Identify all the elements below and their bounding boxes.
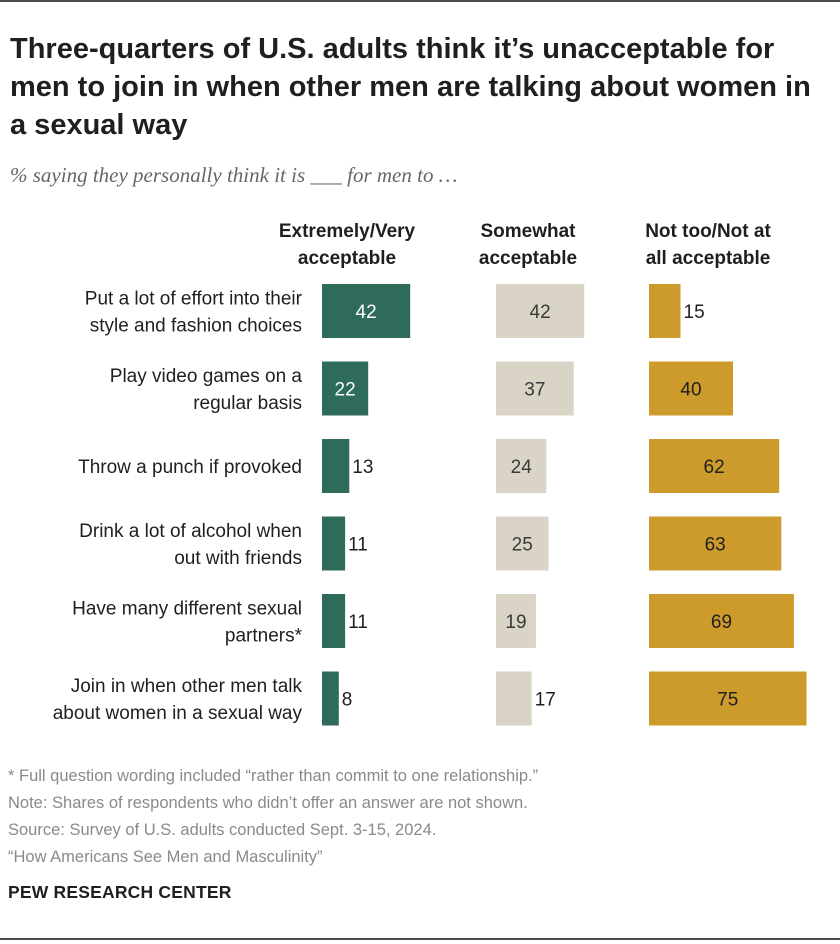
bar bbox=[322, 671, 339, 726]
bar bbox=[496, 284, 585, 338]
data-label: 42 bbox=[530, 302, 551, 323]
column-header: Not too/Not at bbox=[645, 221, 771, 242]
data-label: 75 bbox=[717, 690, 738, 711]
bar bbox=[496, 594, 536, 648]
pew-logo-text: PEW RESEARCH CENTER bbox=[8, 882, 232, 902]
data-label: 69 bbox=[711, 612, 732, 633]
data-label: 37 bbox=[524, 380, 545, 401]
category-label: style and fashion choices bbox=[90, 316, 302, 337]
footnote-asterisk: * Full question wording included “rather… bbox=[8, 767, 539, 785]
bar bbox=[322, 284, 411, 338]
bar bbox=[496, 439, 547, 493]
bar bbox=[649, 439, 780, 493]
data-label: 8 bbox=[342, 690, 353, 711]
category-label: Have many different sexual bbox=[72, 599, 302, 620]
bar bbox=[322, 439, 350, 493]
footnotes: * Full question wording included “rather… bbox=[8, 763, 828, 871]
chart-subtitle: % saying they personally think it is ___… bbox=[10, 163, 458, 187]
data-label: 11 bbox=[348, 612, 368, 633]
chart-title: Three-quarters of U.S. adults think it’s… bbox=[10, 33, 811, 141]
category-label: about women in a sexual way bbox=[53, 703, 303, 724]
bar bbox=[322, 516, 346, 571]
bar bbox=[496, 671, 532, 726]
data-label: 63 bbox=[705, 535, 726, 556]
bar bbox=[496, 361, 574, 416]
data-label: 25 bbox=[512, 535, 533, 556]
data-label: 40 bbox=[680, 380, 701, 401]
bar-chart: Extremely/Very acceptable Somewhat acceptab… bbox=[53, 221, 807, 726]
bar bbox=[322, 594, 346, 648]
data-label: 11 bbox=[348, 535, 368, 556]
data-label: 13 bbox=[352, 457, 373, 478]
category-label: Drink a lot of alcohol when bbox=[79, 521, 302, 542]
column-header: acceptable bbox=[479, 248, 577, 269]
category-label: Throw a punch if provoked bbox=[78, 457, 302, 478]
column-header: acceptable bbox=[298, 248, 396, 269]
bottom-rule bbox=[0, 938, 840, 940]
bar bbox=[649, 594, 794, 648]
data-label: 24 bbox=[511, 457, 533, 478]
footnote-source: Source: Survey of U.S. adults conducted … bbox=[8, 821, 437, 839]
category-label: out with friends bbox=[174, 548, 302, 569]
bar bbox=[322, 361, 369, 416]
column-header: all acceptable bbox=[646, 248, 771, 269]
bar bbox=[649, 284, 681, 338]
category-label: regular basis bbox=[193, 393, 302, 414]
bar bbox=[649, 671, 807, 726]
data-label: 17 bbox=[535, 690, 556, 711]
bar bbox=[496, 516, 549, 571]
category-label: Put a lot of effort into their bbox=[85, 289, 303, 310]
category-label: Play video games on a bbox=[110, 366, 303, 387]
column-header: Somewhat bbox=[480, 221, 576, 242]
category-label: partners* bbox=[225, 626, 303, 647]
data-label: 42 bbox=[356, 302, 377, 323]
bar bbox=[649, 361, 733, 416]
column-header: Extremely/Very bbox=[279, 221, 416, 242]
data-label: 22 bbox=[335, 380, 356, 401]
category-label: Join in when other men talk bbox=[71, 676, 303, 697]
top-rule bbox=[0, 0, 840, 2]
footnote-note: Note: Shares of respondents who didn’t o… bbox=[8, 794, 528, 812]
data-label: 19 bbox=[505, 612, 526, 633]
footnote-report: “How Americans See Men and Masculinity” bbox=[8, 848, 323, 866]
data-label: 62 bbox=[704, 457, 725, 478]
bar bbox=[649, 516, 782, 571]
data-label: 15 bbox=[684, 302, 705, 323]
